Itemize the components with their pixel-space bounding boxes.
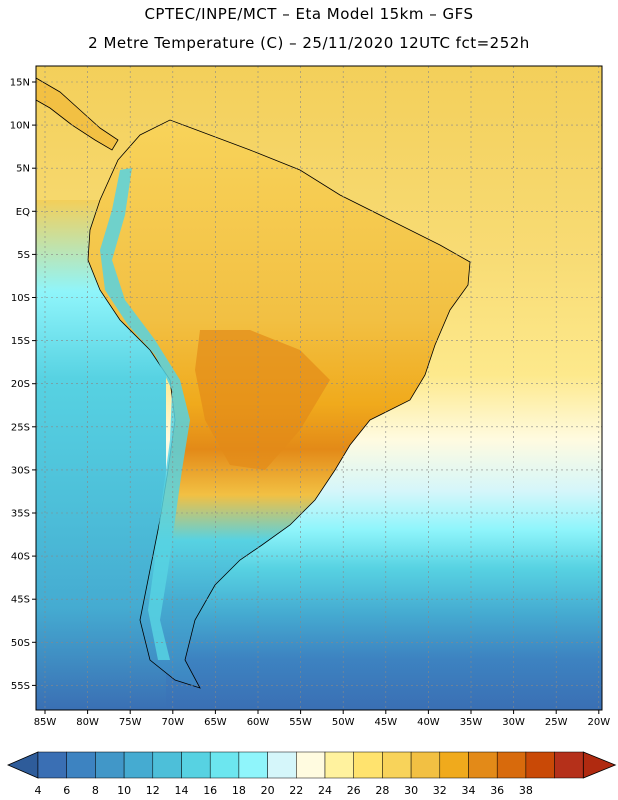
graticule: [36, 66, 602, 710]
lat-tick-label: 40S: [11, 552, 30, 563]
lat-tick-label: 45S: [11, 595, 30, 606]
lon-tick-label: 60W: [247, 717, 270, 728]
lon-tick-label: 40W: [417, 717, 440, 728]
colorbar-label: 36: [490, 784, 504, 797]
lat-tick-label: 10S: [11, 293, 30, 304]
colorbar-segment: [410, 751, 441, 779]
colorbar-segment: [554, 751, 584, 779]
colorbar-label: 4: [35, 784, 42, 797]
lat-tick-label: 20S: [11, 379, 30, 390]
colorbar-label: 28: [375, 784, 389, 797]
lon-tick-label: 65W: [204, 717, 227, 728]
colorbar-label: 12: [146, 784, 160, 797]
colorbar-segment: [353, 751, 383, 779]
colorbar: 4 6 8 10 12 14 16 18 20 22 24 26 28 30 32 34 36 38: [6, 751, 617, 797]
colorbar-segment: [181, 751, 211, 779]
colorbar-segment: [152, 751, 182, 779]
lon-tick-label: 70W: [161, 717, 184, 728]
colorbar-label: 6: [63, 784, 70, 797]
colorbar-label: 32: [433, 784, 447, 797]
colorbar-under-arrow: [6, 751, 39, 779]
colorbar-segment: [296, 751, 326, 779]
lat-tick-label: 10N: [10, 121, 30, 132]
colorbar-segment: [209, 751, 240, 779]
map-frame: [35, 65, 603, 711]
lat-tick-label: 15N: [10, 78, 30, 89]
colorbar-label: 26: [347, 784, 361, 797]
colorbar-label: 8: [92, 784, 99, 797]
colorbar-segment: [123, 751, 154, 779]
lat-tick-label: EQ: [16, 207, 30, 218]
lat-tick-label: 50S: [11, 638, 30, 649]
lon-tick-label: 80W: [76, 717, 99, 728]
lon-tick-label: 50W: [332, 717, 355, 728]
colorbar-segment: [496, 751, 527, 779]
lat-tick-label: 30S: [11, 465, 30, 476]
lon-tick-label: 30W: [502, 717, 525, 728]
colorbar-segment: [238, 751, 268, 779]
colorbar-segment: [468, 751, 498, 779]
latitude-labels: 15N 10N 5N EQ 5S 10S 15S 20S 25S 30S 35S 40S 45S 50S 5…: [10, 78, 36, 692]
colorbar-label: 14: [175, 784, 189, 797]
colorbar-label: 24: [318, 784, 332, 797]
colorbar-segment: [439, 751, 469, 779]
colorbar-label: 38: [519, 784, 533, 797]
colorbar-segment: [525, 751, 555, 779]
hot-core: [195, 330, 330, 470]
lon-tick-label: 20W: [587, 717, 610, 728]
lat-tick-label: 35S: [11, 509, 30, 520]
lon-tick-label: 85W: [34, 717, 57, 728]
chart-title-line1: CPTEC/INPE/MCT – Eta Model 15km – GFS: [144, 5, 474, 23]
lon-tick-label: 35W: [460, 717, 483, 728]
lat-tick-label: 15S: [11, 336, 30, 347]
lat-tick-label: 5S: [17, 250, 30, 261]
colorbar-label: 30: [404, 784, 418, 797]
colorbar-segment: [95, 751, 125, 779]
central-america-landmass: [36, 77, 119, 151]
colorbar-segment: [66, 751, 96, 779]
colorbar-segment: [324, 751, 354, 779]
lat-tick-label: 25S: [11, 422, 30, 433]
colorbar-label: 34: [462, 784, 476, 797]
colorbar-over-arrow: [582, 751, 617, 779]
colorbar-segment: [382, 751, 412, 779]
colorbar-label: 16: [203, 784, 217, 797]
colorbar-segment: [37, 751, 67, 779]
colorbar-label: 10: [117, 784, 131, 797]
longitude-labels: 85W 80W 75W 70W 65W 60W 55W 50W 45W 40W 35W 30W 25W 2…: [34, 710, 610, 728]
lat-tick-label: 55S: [11, 681, 30, 692]
lon-tick-label: 25W: [545, 717, 568, 728]
lat-tick-label: 5N: [16, 164, 30, 175]
chart-title-line2: 2 Metre Temperature (C) – 25/11/2020 12U…: [88, 34, 530, 52]
colorbar-segment: [267, 751, 297, 779]
colorbar-label: 22: [289, 784, 303, 797]
lon-tick-label: 55W: [289, 717, 312, 728]
colorbar-label: 20: [261, 784, 275, 797]
colorbar-label: 18: [232, 784, 246, 797]
andes-cold-band: [100, 168, 190, 660]
lon-tick-label: 75W: [119, 717, 142, 728]
lon-tick-label: 45W: [374, 717, 397, 728]
